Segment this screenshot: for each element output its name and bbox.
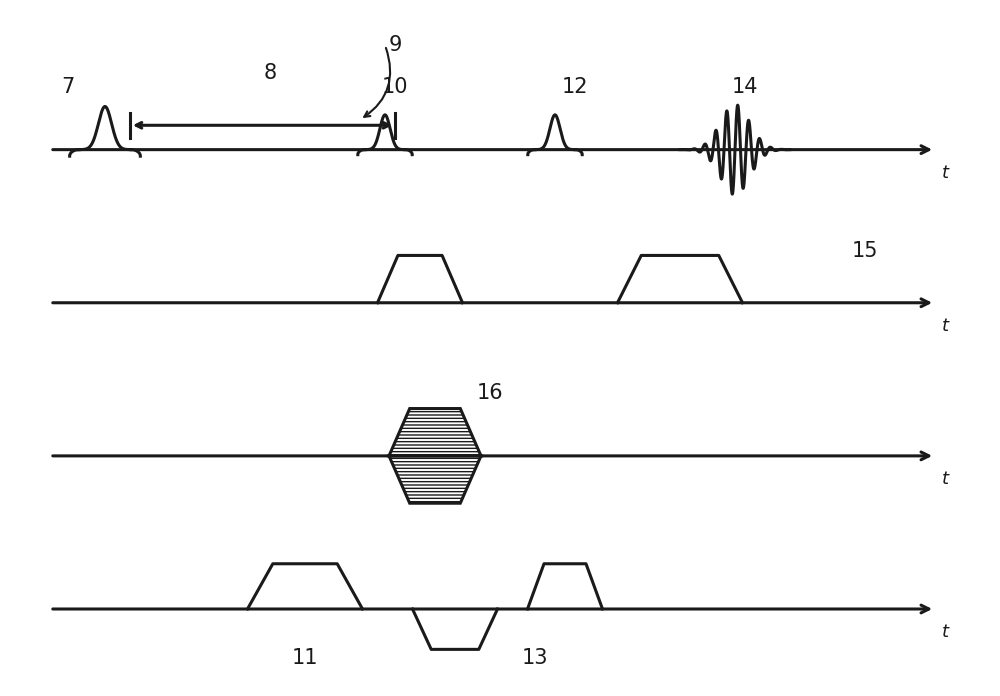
Text: t: t [942, 470, 949, 488]
Polygon shape [389, 409, 481, 456]
Text: t: t [942, 164, 949, 182]
Text: 14: 14 [732, 77, 758, 97]
Text: 16: 16 [477, 383, 503, 403]
Text: 9: 9 [388, 35, 402, 55]
Polygon shape [389, 456, 481, 503]
Text: 7: 7 [61, 77, 75, 97]
Text: 13: 13 [522, 648, 548, 667]
Text: 12: 12 [562, 77, 588, 97]
Text: t: t [942, 623, 949, 641]
Text: 8: 8 [263, 63, 277, 83]
Text: 11: 11 [292, 648, 318, 667]
Text: 10: 10 [382, 77, 408, 97]
Text: 15: 15 [852, 241, 878, 260]
Text: t: t [942, 317, 949, 335]
